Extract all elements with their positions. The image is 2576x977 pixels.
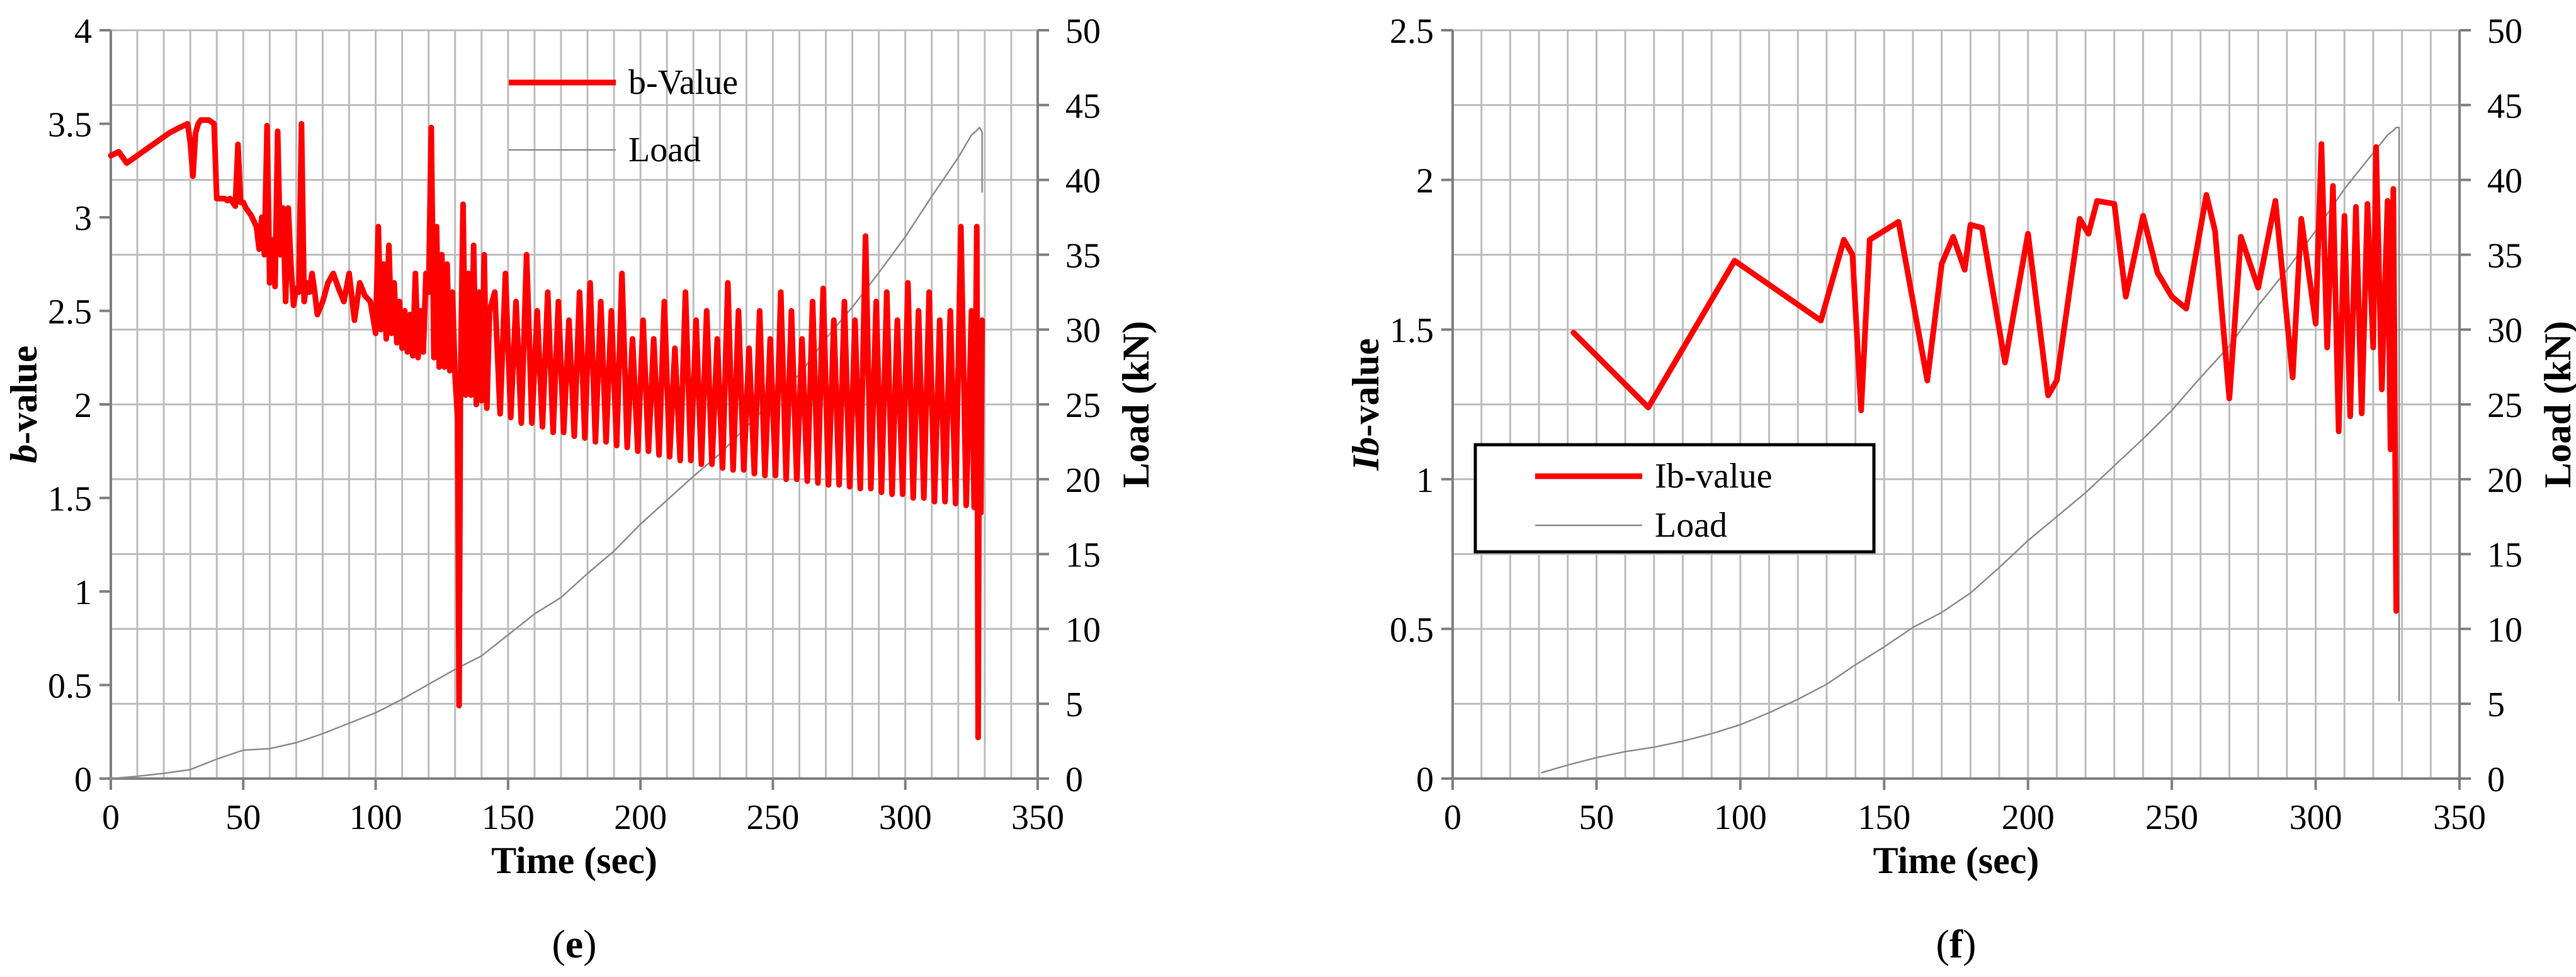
y2-axis-label: Load (kN) — [1115, 321, 1157, 488]
x-axis-label: Time (sec) — [491, 840, 657, 881]
x-axis-label: Time (sec) — [1873, 840, 2040, 881]
y2-tick-label: 0 — [2487, 760, 2505, 799]
grid — [1453, 29, 2460, 779]
caption-close: ) — [1963, 922, 1976, 966]
y-axis-label-italic: Ib — [1345, 437, 1387, 471]
x-tick-label: 250 — [746, 798, 799, 837]
legend: Ib-value Load — [1473, 443, 1876, 554]
y2-tick-label: 0 — [1065, 760, 1083, 799]
x-tick-label: 300 — [879, 798, 932, 837]
x-tick-label: 200 — [614, 798, 667, 837]
y2-tick-label: 50 — [1065, 12, 1101, 51]
y2-tick-label: 5 — [2487, 685, 2505, 724]
series-line-load — [110, 127, 983, 780]
y-tick-label: 2 — [74, 386, 92, 425]
x-tick-label: 50 — [1579, 798, 1614, 837]
y2-tick-label: 35 — [1065, 236, 1101, 275]
y2-tick-label: 20 — [2487, 461, 2522, 500]
y-tick-label: 1 — [74, 573, 92, 612]
y-tick-label: 0.5 — [1390, 610, 1434, 649]
y-tick-label: 0 — [1416, 760, 1434, 799]
y2-tick-label: 40 — [2487, 162, 2522, 201]
y2-tick-label: 25 — [1065, 386, 1101, 425]
legend-box — [1473, 443, 1876, 554]
y2-tick-label: 5 — [1065, 685, 1083, 724]
y2-tick-label: 20 — [1065, 461, 1101, 500]
y2-axis-label: Load (kN) — [2537, 321, 2576, 488]
x-tick-label: 250 — [2145, 798, 2198, 837]
y2-tick-label: 15 — [1065, 536, 1101, 575]
y-tick-label: 3 — [74, 199, 92, 238]
y-tick-label: 1 — [1416, 461, 1434, 500]
panel-caption: (f) — [1936, 922, 1977, 966]
y-axis-label: b-value — [3, 346, 45, 464]
y-tick-label: 1.5 — [48, 480, 92, 519]
legend-label: Ib-value — [1655, 457, 1773, 496]
y-axis-label-italic: b — [3, 444, 45, 463]
x-tick-label: 100 — [1714, 798, 1767, 837]
series-line-value — [108, 117, 985, 741]
x-tick-label: 0 — [102, 798, 120, 837]
y2-tick-label: 25 — [2487, 386, 2522, 425]
y2-tick-label: 10 — [1065, 610, 1101, 649]
y2-tick-label: 30 — [1065, 311, 1101, 350]
caption-letter: e — [565, 922, 583, 966]
x-tick-label: 350 — [1011, 798, 1064, 837]
x-tick-label: 350 — [2433, 798, 2486, 837]
y-tick-label: 2.5 — [48, 293, 92, 332]
legend-label: Load — [628, 130, 701, 169]
y-axis-label: Ib-value — [1345, 338, 1387, 471]
x-tick-label: 50 — [225, 798, 261, 837]
x-tick-label: 150 — [482, 798, 535, 837]
x-tick-label: 200 — [2002, 798, 2055, 837]
y2-tick-label: 45 — [1065, 87, 1101, 126]
legend-label: Load — [1655, 506, 1727, 545]
y2-tick-label: 50 — [2487, 12, 2522, 51]
panel-caption: (e) — [552, 922, 596, 966]
y2-tick-label: 45 — [2487, 87, 2522, 126]
caption-letter: f — [1949, 922, 1963, 966]
legend-label: b-Value — [628, 63, 738, 102]
panel-e: 0 50 100 150 200 250 300 35000.511.522.533.5405… — [3, 12, 1157, 966]
panel-f: 0 50 100 150 200 250 300 35000.511.522.50510152… — [1345, 12, 2576, 966]
y-axis-label-rest: -value — [3, 346, 45, 445]
y2-tick-label: 15 — [2487, 536, 2522, 575]
y2-tick-label: 10 — [2487, 610, 2522, 649]
caption-close: ) — [583, 922, 596, 966]
y-tick-label: 2.5 — [1390, 12, 1434, 51]
y-tick-label: 1.5 — [1390, 311, 1434, 350]
x-tick-label: 150 — [1858, 798, 1910, 837]
x-tick-label: 300 — [2289, 798, 2342, 837]
x-tick-label: 100 — [349, 798, 402, 837]
y-axis-label-rest: -value — [1345, 338, 1387, 437]
y-tick-label: 0.5 — [48, 667, 92, 706]
caption-open: ( — [552, 922, 565, 966]
y2-tick-label: 40 — [1065, 162, 1101, 201]
y2-tick-label: 30 — [2487, 311, 2522, 350]
y-tick-label: 0 — [74, 760, 92, 799]
y-tick-label: 2 — [1416, 162, 1434, 201]
series-line-load — [1541, 127, 2400, 774]
y2-tick-label: 35 — [2487, 236, 2522, 275]
y-tick-label: 3.5 — [48, 106, 92, 145]
y-tick-label: 4 — [74, 12, 92, 51]
x-tick-label: 0 — [1444, 798, 1461, 837]
series-line-value — [1570, 141, 2399, 614]
caption-open: ( — [1936, 922, 1949, 966]
legend: b-Value Load — [509, 63, 738, 169]
